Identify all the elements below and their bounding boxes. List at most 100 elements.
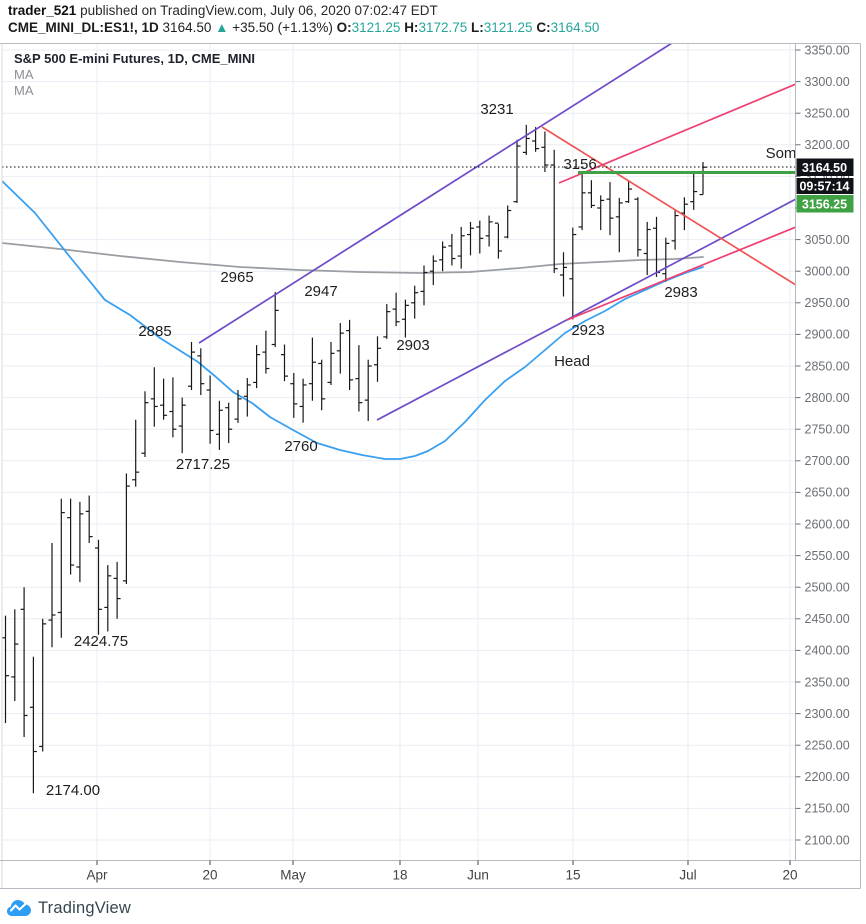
chart-canvas[interactable]: 3231 3156 2965 2947 2885 2903 2923 Head 2983 2760… (0, 43, 866, 890)
time-axis-label: Jun (467, 868, 489, 883)
open-label: O: (336, 20, 352, 35)
gridlines (2, 43, 796, 861)
price-axis-label: 3300.00 (805, 75, 850, 89)
low-value: 3121.25 (483, 20, 533, 35)
close-value: 3164.50 (550, 20, 600, 35)
ohlc-bar (141, 391, 149, 458)
price-axis-label: 2400.00 (805, 644, 850, 658)
ohlc-bar (467, 221, 474, 256)
time-axis-label: 20 (782, 868, 797, 883)
price-axis-label: 2250.00 (805, 739, 850, 753)
ma-legend-2[interactable]: MA (14, 83, 34, 98)
price-axis-label: 2750.00 (805, 423, 850, 437)
ohlc-bar (606, 182, 614, 236)
price-axis-label: 2850.00 (805, 359, 850, 373)
ohlc-bar (271, 292, 279, 348)
time-axis-label: Apr (86, 868, 108, 883)
ohlc-bar (457, 226, 465, 269)
annotation-label: 2174.00 (46, 782, 100, 799)
ohlc-bar (169, 377, 177, 438)
trendline-channel-upper[interactable] (198, 43, 673, 344)
ohlc-bar (625, 180, 633, 203)
ohlc-bar (2, 615, 9, 724)
ohlc-bar (504, 205, 512, 239)
ohlc-bar (550, 149, 558, 274)
tradingview-wordmark[interactable]: TradingView (38, 898, 131, 917)
ohlc-bar (420, 265, 428, 306)
annotation-label: 2923 (571, 322, 604, 339)
open-value: 3121.25 (351, 20, 401, 35)
ohlc-bar (662, 237, 670, 282)
ohlc-bar (401, 299, 409, 338)
plot-area: 3231 3156 2965 2947 2885 2903 2923 Head 2983 2760… (2, 43, 796, 799)
chart-title: S&P 500 E-mini Futures, 1D, CME_MINI (14, 51, 256, 66)
annotation-label: 2760 (284, 438, 317, 455)
ohlc-bar (653, 216, 660, 277)
annotation-label: 2947 (304, 283, 337, 300)
ma-gray-line (2, 242, 704, 274)
time-axis[interactable]: Apr 20 May 18 Jun 15 Jul 20 (86, 860, 798, 883)
price-tag-text: 09:57:14 (799, 180, 849, 194)
time-axis-label: 18 (392, 868, 407, 883)
price-axis-label: 2500.00 (805, 581, 850, 595)
time-axis-label: 20 (202, 868, 217, 883)
ohlc-bar (76, 501, 84, 583)
price-axis-label: 2900.00 (805, 328, 850, 342)
close-label: C: (536, 20, 551, 35)
ohlc-bar (253, 345, 261, 389)
published-text: published on TradingView.com, July 06, 2… (76, 3, 438, 18)
snapshot-header: trader_521 published on TradingView.com,… (8, 2, 858, 36)
annotation-label: 2903 (396, 337, 429, 354)
price-axis[interactable]: 3350.003300.003250.003200.003150.003100.… (795, 43, 850, 847)
ohlc-bar (634, 197, 642, 257)
ohlc-bar (39, 618, 47, 752)
ohlc-bar (336, 323, 344, 374)
annotation-label: Head (554, 353, 590, 370)
price-tag-text: 3164.50 (802, 161, 847, 175)
annotation-label: 2983 (664, 284, 697, 301)
chart-legend[interactable]: S&P 500 E-mini Futures, 1D, CME_MINI MA … (14, 51, 255, 99)
ma-blue-line (2, 180, 704, 460)
ohlc-bar (522, 124, 530, 155)
ohlc-bar (132, 419, 140, 487)
price-tag-bg (796, 158, 854, 176)
price-axis-label: 3200.00 (805, 138, 850, 152)
ohlc-bar (215, 400, 223, 450)
trendline-resistance-down[interactable] (541, 126, 796, 286)
annotation-label: 2965 (220, 269, 253, 286)
ohlc-bar (364, 359, 372, 421)
ohlc-bar (225, 402, 233, 444)
annotation-label: 2424.75 (74, 633, 128, 650)
published-line: trader_521 published on TradingView.com,… (8, 2, 858, 19)
ohlc-bar (346, 319, 354, 391)
ohlc-bar (67, 498, 75, 575)
annotation-label: Som (766, 145, 797, 162)
annotation-label: 3231 (480, 101, 513, 118)
ohlc-bar (355, 345, 363, 412)
ohlc-bar (327, 341, 335, 385)
ohlc-bar (197, 348, 205, 396)
ohlc-bar (513, 139, 521, 203)
ohlc-bar (671, 209, 679, 250)
ohlc-bar (643, 221, 651, 275)
ohlc-bar (178, 397, 186, 454)
price-axis-label: 2650.00 (805, 486, 850, 500)
ohlc-bar (374, 336, 381, 382)
symbol-line: CME_MINI_DL:ES1!, 1D 3164.50 ▲ +35.50 (+… (8, 19, 858, 36)
price-axis-label: 2550.00 (805, 549, 850, 563)
price-axis-label: 3050.00 (805, 233, 850, 247)
ohlc-bar (188, 341, 195, 391)
ohlc-bar (29, 656, 37, 794)
ma-legend-1[interactable]: MA (14, 67, 34, 82)
trendline-pink-lower[interactable] (566, 226, 796, 321)
ohlc-bar (615, 197, 623, 253)
ohlc-bar (113, 561, 121, 619)
countdown-tag: 09:57:14 (796, 178, 854, 194)
ohlc-bar (48, 542, 56, 648)
ohlc-bar (20, 587, 28, 737)
trendline-channel-lower[interactable] (376, 198, 796, 421)
tradingview-logo-icon[interactable] (6, 897, 32, 919)
time-axis-label: 15 (565, 868, 580, 883)
time-axis-label: Jul (679, 868, 696, 883)
price-axis-label: 2950.00 (805, 296, 850, 310)
